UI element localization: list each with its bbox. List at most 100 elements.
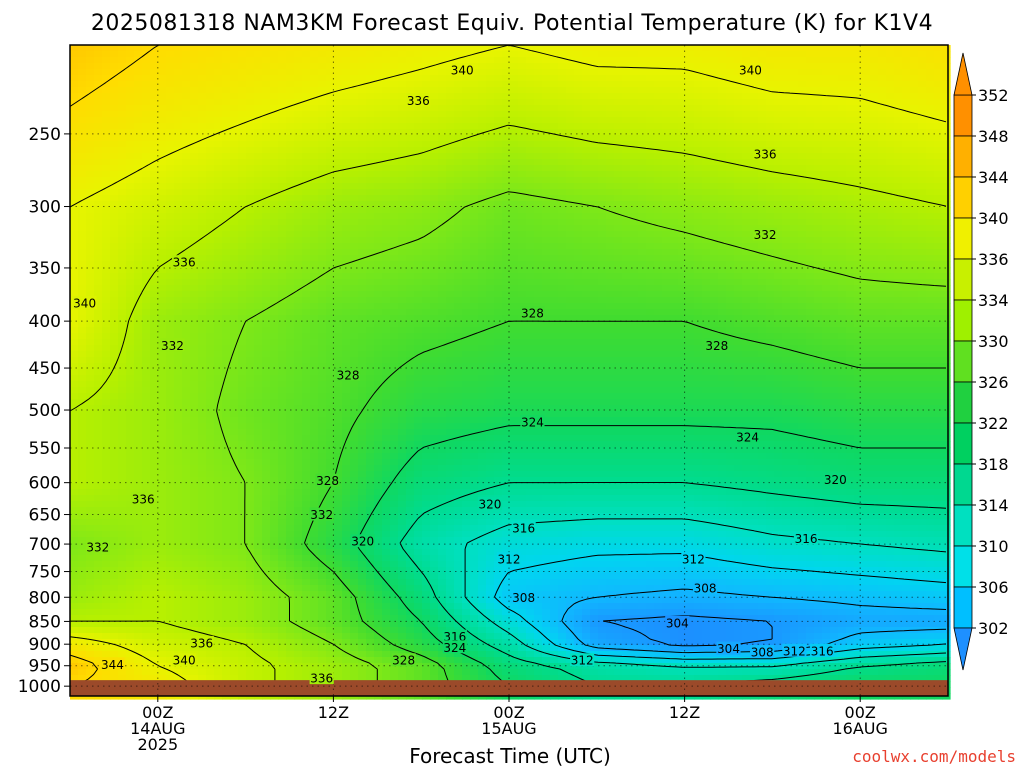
field-cell	[286, 255, 295, 262]
field-cell	[742, 105, 751, 112]
field-cell	[726, 171, 735, 178]
field-cell	[542, 267, 551, 274]
field-cell	[942, 309, 951, 316]
field-cell	[270, 123, 279, 130]
field-cell	[406, 201, 415, 208]
field-cell	[542, 87, 551, 94]
field-cell	[446, 183, 455, 190]
field-cell	[126, 249, 135, 256]
field-cell	[742, 165, 751, 172]
field-cell	[518, 267, 527, 274]
field-cell	[230, 291, 239, 298]
field-cell	[710, 303, 719, 310]
field-cell	[686, 261, 695, 268]
field-cell	[318, 165, 327, 172]
field-cell	[150, 219, 159, 226]
field-cell	[878, 117, 887, 124]
field-cell	[398, 231, 407, 238]
field-cell	[702, 69, 711, 76]
field-cell	[238, 315, 247, 322]
field-cell	[270, 93, 279, 100]
field-cell	[646, 291, 655, 298]
field-cell	[102, 249, 111, 256]
field-cell	[238, 51, 247, 58]
field-cell	[806, 171, 815, 178]
field-cell	[854, 309, 863, 316]
field-cell	[126, 123, 135, 130]
field-cell	[334, 141, 343, 148]
field-cell	[86, 213, 95, 220]
field-cell	[734, 201, 743, 208]
field-cell	[390, 93, 399, 100]
field-cell	[622, 297, 631, 304]
field-cell	[646, 111, 655, 118]
field-cell	[894, 111, 903, 118]
field-cell	[582, 285, 591, 292]
field-cell	[390, 237, 399, 244]
field-cell	[726, 267, 735, 274]
field-cell	[782, 141, 791, 148]
field-cell	[710, 189, 719, 196]
field-cell	[630, 57, 639, 64]
field-cell	[334, 99, 343, 106]
field-cell	[774, 219, 783, 226]
field-cell	[214, 219, 223, 226]
field-cell	[86, 171, 95, 178]
field-cell	[262, 237, 271, 244]
field-cell	[630, 237, 639, 244]
field-cell	[310, 75, 319, 82]
field-cell	[238, 141, 247, 148]
field-cell	[462, 123, 471, 130]
field-cell	[614, 51, 623, 58]
field-cell	[574, 243, 583, 250]
field-cell	[806, 195, 815, 202]
field-cell	[198, 243, 207, 250]
field-cell	[582, 267, 591, 274]
field-cell	[630, 267, 639, 274]
field-cell	[638, 153, 647, 160]
field-cell	[486, 189, 495, 196]
field-cell	[214, 285, 223, 292]
field-cell	[254, 285, 263, 292]
field-cell	[118, 99, 127, 106]
field-cell	[814, 207, 823, 214]
field-cell	[374, 231, 383, 238]
field-cell	[246, 285, 255, 292]
field-cell	[598, 237, 607, 244]
field-cell	[462, 243, 471, 250]
field-cell	[166, 195, 175, 202]
field-cell	[126, 261, 135, 268]
field-cell	[718, 63, 727, 70]
field-cell	[910, 51, 919, 58]
field-cell	[550, 273, 559, 280]
field-cell	[494, 87, 503, 94]
field-cell	[606, 225, 615, 232]
field-cell	[590, 285, 599, 292]
field-cell	[862, 183, 871, 190]
field-cell	[510, 285, 519, 292]
field-cell	[382, 315, 391, 322]
field-cell	[670, 45, 679, 52]
field-cell	[630, 249, 639, 256]
field-cell	[654, 123, 663, 130]
field-cell	[790, 45, 799, 52]
field-cell	[670, 87, 679, 94]
field-cell	[830, 273, 839, 280]
field-cell	[230, 75, 239, 82]
field-cell	[822, 135, 831, 142]
field-cell	[286, 165, 295, 172]
field-cell	[406, 255, 415, 262]
field-cell	[118, 87, 127, 94]
field-cell	[934, 135, 943, 142]
field-cell	[182, 273, 191, 280]
field-cell	[102, 63, 111, 70]
field-cell	[94, 111, 103, 118]
field-cell	[318, 231, 327, 238]
field-cell	[926, 267, 935, 274]
field-cell	[518, 51, 527, 58]
field-cell	[318, 195, 327, 202]
field-cell	[702, 207, 711, 214]
field-cell	[238, 129, 247, 136]
field-cell	[798, 111, 807, 118]
field-cell	[302, 291, 311, 298]
